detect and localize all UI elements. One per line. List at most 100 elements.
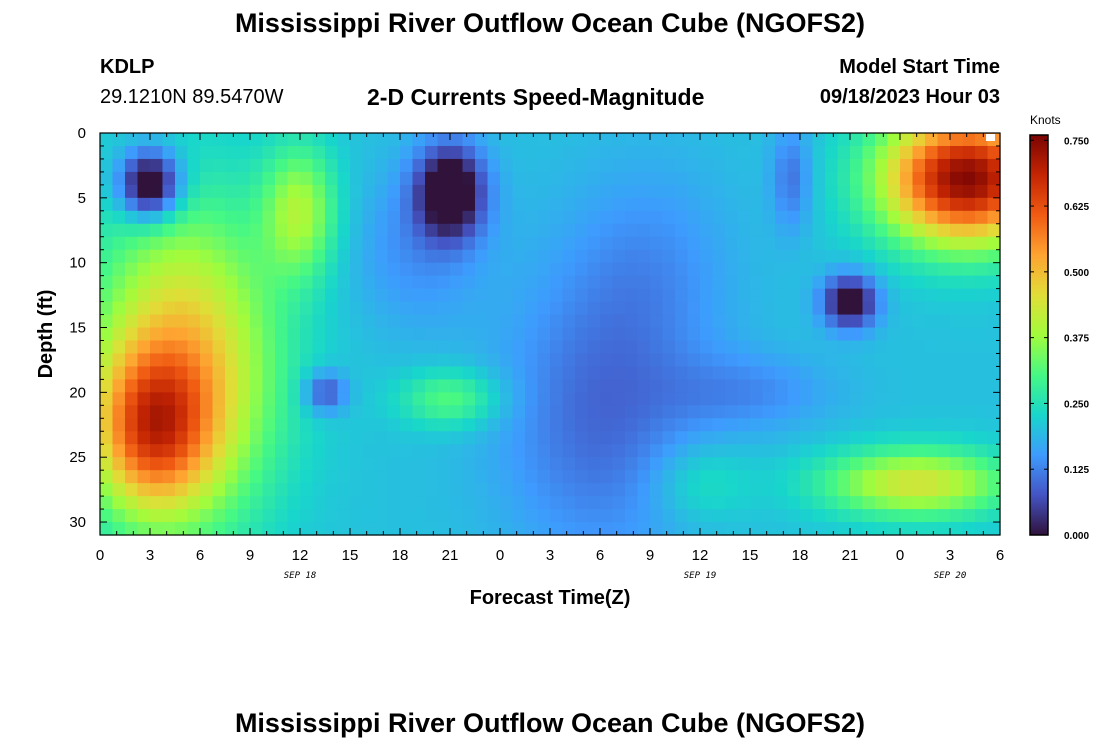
heatmap-cell: [862, 444, 876, 458]
heatmap-cell: [625, 275, 639, 290]
heatmap-cell: [225, 223, 239, 238]
heatmap-cell: [412, 262, 426, 277]
heatmap-cell: [362, 275, 376, 290]
heatmap-cell: [312, 509, 326, 523]
heatmap-cell: [850, 210, 864, 225]
heatmap-cell: [375, 353, 389, 368]
heatmap-cell: [162, 275, 176, 290]
heatmap-cell: [350, 379, 364, 393]
heatmap-cell: [150, 184, 164, 199]
heatmap-cell: [112, 483, 126, 497]
heatmap-cell: [700, 223, 714, 238]
heatmap-cell: [900, 444, 914, 458]
heatmap-cell: [800, 210, 814, 225]
heatmap-cell: [737, 197, 751, 212]
heatmap-cell: [512, 470, 526, 484]
heatmap-cell: [862, 197, 876, 212]
heatmap-cell: [487, 418, 501, 432]
heatmap-cell: [487, 405, 501, 419]
heatmap-cell: [500, 392, 514, 406]
colorbar-tick-label: 0.500: [1064, 268, 1089, 279]
heatmap-cell: [325, 210, 339, 225]
heatmap-cell: [437, 379, 451, 393]
heatmap-cell: [200, 392, 214, 406]
heatmap-cell: [912, 418, 926, 432]
heatmap-cell: [225, 236, 239, 251]
heatmap-cell: [287, 509, 301, 523]
heatmap-cell: [562, 509, 576, 523]
heatmap-cell: [925, 496, 939, 510]
heatmap-cell: [587, 457, 601, 471]
heatmap-cell: [412, 496, 426, 510]
heatmap-cell: [675, 210, 689, 225]
heatmap-cell: [325, 483, 339, 497]
heatmap-cell: [887, 431, 901, 445]
heatmap-cell: [962, 171, 976, 186]
heatmap-cell: [137, 249, 151, 264]
heatmap-cell: [962, 288, 976, 303]
heatmap-cell: [875, 288, 889, 303]
heatmap-cell: [750, 236, 764, 251]
heatmap-cell: [862, 522, 876, 536]
heatmap-cell: [575, 158, 589, 173]
heatmap-cell: [900, 496, 914, 510]
heatmap-cell: [225, 522, 239, 536]
x-tick-label: 21: [442, 547, 459, 564]
heatmap-cell: [300, 275, 314, 290]
heatmap-cell: [350, 353, 364, 368]
heatmap-cell: [800, 353, 814, 368]
heatmap-cell: [212, 496, 226, 510]
heatmap-cell: [462, 249, 476, 264]
heatmap-cell: [312, 314, 326, 329]
heatmap-cell: [925, 223, 939, 238]
heatmap-cell: [675, 366, 689, 380]
heatmap-cell: [712, 288, 726, 303]
heatmap-cell: [962, 470, 976, 484]
heatmap-cell: [175, 275, 189, 290]
heatmap-cell: [425, 522, 439, 536]
heatmap-cell: [562, 197, 576, 212]
heatmap-cell: [875, 431, 889, 445]
heatmap-cell: [775, 483, 789, 497]
heatmap-cell: [700, 327, 714, 342]
heatmap-cell: [112, 470, 126, 484]
heatmap-cell: [187, 405, 201, 419]
heatmap-cell: [800, 470, 814, 484]
heatmap-cell: [100, 392, 114, 406]
heatmap-cell: [800, 197, 814, 212]
heatmap-cell: [375, 457, 389, 471]
heatmap-cell: [712, 145, 726, 160]
heatmap-cell: [887, 184, 901, 199]
heatmap-cell: [962, 366, 976, 380]
heatmap-cell: [725, 171, 739, 186]
heatmap-cell: [225, 483, 239, 497]
heatmap-cell: [312, 236, 326, 251]
heatmap-cell: [937, 210, 951, 225]
heatmap-cell: [475, 301, 489, 316]
heatmap-cell: [525, 197, 539, 212]
heatmap-cell: [512, 158, 526, 173]
heatmap-cell: [537, 275, 551, 290]
heatmap-cell: [612, 158, 626, 173]
heatmap-cell: [512, 145, 526, 160]
heatmap-cell: [987, 431, 1001, 445]
heatmap-cell: [387, 262, 401, 277]
heatmap-cell: [987, 496, 1001, 510]
heatmap-cell: [300, 392, 314, 406]
heatmap-cell: [375, 197, 389, 212]
heatmap-cell: [250, 483, 264, 497]
heatmap-cell: [887, 249, 901, 264]
heatmap-cell: [800, 288, 814, 303]
heatmap-cell: [675, 262, 689, 277]
heatmap-cell: [237, 483, 251, 497]
heatmap-cell: [175, 509, 189, 523]
heatmap-cell: [300, 431, 314, 445]
heatmap-cell: [237, 288, 251, 303]
heatmap-cell: [250, 496, 264, 510]
heatmap-cell: [650, 509, 664, 523]
heatmap-cell: [925, 158, 939, 173]
heatmap-cell: [287, 405, 301, 419]
heatmap-cell: [575, 509, 589, 523]
heatmap-cell: [237, 158, 251, 173]
heatmap-cell: [437, 340, 451, 355]
